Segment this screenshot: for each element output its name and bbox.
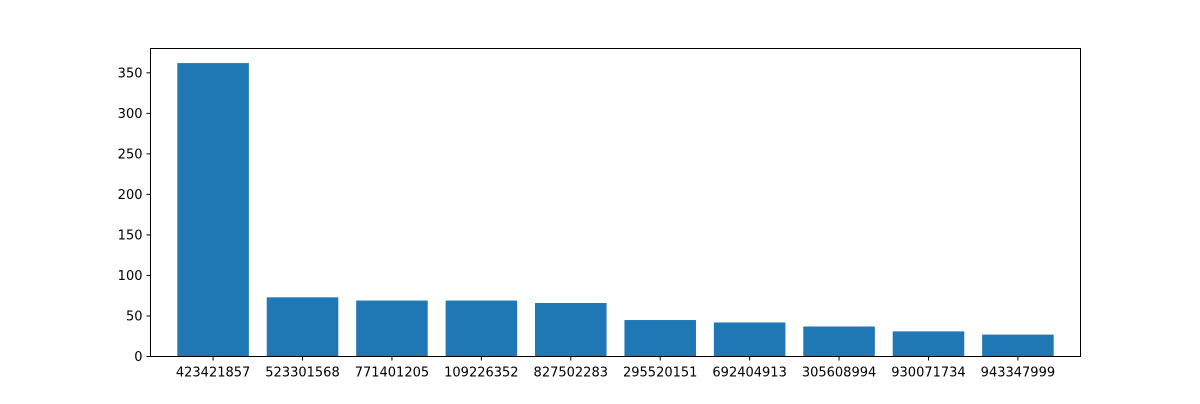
y-tick-label: 0 xyxy=(134,350,142,365)
x-tick-label: 771401205 xyxy=(355,366,429,381)
bar-943347999 xyxy=(982,334,1054,357)
y-tick-label: 350 xyxy=(118,66,143,81)
y-tick-label: 300 xyxy=(118,107,143,122)
y-tick-label: 200 xyxy=(118,188,143,203)
x-tick-label: 109226352 xyxy=(444,366,518,381)
x-tick-label: 827502283 xyxy=(534,366,608,381)
bar-423421857 xyxy=(177,63,249,357)
bar-109226352 xyxy=(445,300,518,357)
x-tick-label: 692404913 xyxy=(712,366,786,381)
bar-771401205 xyxy=(356,300,428,357)
x-tick-label: 295520151 xyxy=(623,366,697,381)
x-tick-label: 423421857 xyxy=(176,366,250,381)
y-tick-label: 250 xyxy=(118,147,143,162)
y-tick-label: 50 xyxy=(126,309,143,324)
x-tick-label: 523301568 xyxy=(265,366,339,381)
bars-group xyxy=(177,63,1054,357)
x-tick-label: 305608994 xyxy=(802,366,876,381)
bar-930071734 xyxy=(892,331,965,357)
y-axis-ticks: 0 50 100 150 200 250 300 350 xyxy=(118,66,151,365)
bar-692404913 xyxy=(713,322,786,357)
bar-305608994 xyxy=(803,326,875,357)
y-tick-label: 150 xyxy=(118,228,143,243)
y-tick-label: 100 xyxy=(118,269,143,284)
x-tick-label: 943347999 xyxy=(981,366,1055,381)
bar-295520151 xyxy=(624,320,696,357)
x-axis-ticks: 423421857 523301568 771401205 109226352 8275… xyxy=(176,356,1055,381)
x-tick-label: 930071734 xyxy=(891,366,965,381)
plot-frame xyxy=(150,48,1081,357)
bar-827502283 xyxy=(535,303,607,357)
bar-523301568 xyxy=(266,297,339,357)
